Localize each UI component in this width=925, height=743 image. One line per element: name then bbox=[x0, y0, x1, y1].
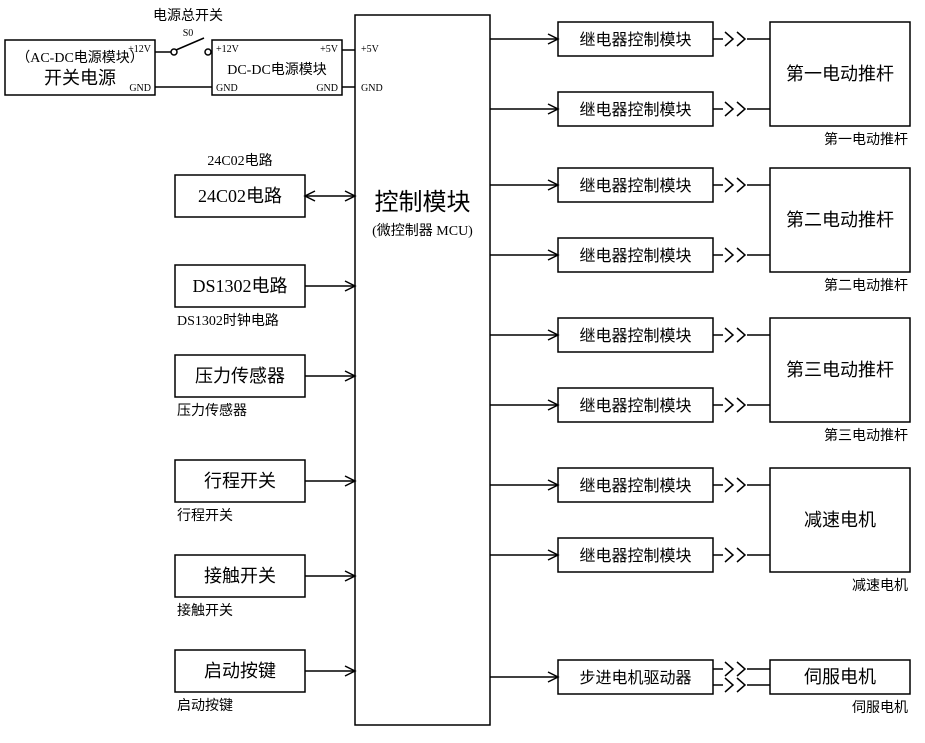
relay-title-0: 继电器控制模块 bbox=[579, 31, 691, 49]
chev-servo-a-1 bbox=[725, 662, 733, 676]
ds1302-title: DS1302电路 bbox=[192, 276, 287, 296]
stepper-title: 步进电机驱动器 bbox=[579, 669, 691, 687]
act3-caption: 第三电动推杆 bbox=[824, 427, 908, 444]
mcu-5v: +5V bbox=[361, 44, 380, 55]
dcdc-gnd: GND bbox=[216, 83, 238, 94]
dcdc-gnd2: GND bbox=[316, 83, 338, 94]
switch-blade bbox=[176, 38, 204, 50]
acdc-gnd: GND bbox=[129, 83, 151, 94]
travel-title: 行程开关 bbox=[204, 471, 276, 491]
dcdc-title: DC-DC电源模块 bbox=[227, 62, 327, 78]
chev-gear-b-1 bbox=[725, 548, 733, 562]
relay-title-5: 继电器控制模块 bbox=[579, 397, 691, 415]
chev-act2-b-2 bbox=[737, 248, 745, 262]
gear-caption: 减速电机 bbox=[852, 578, 908, 594]
switch-term-r bbox=[205, 49, 211, 55]
act2-title: 第二电动推杆 bbox=[786, 210, 894, 230]
chev-act2-b-1 bbox=[725, 248, 733, 262]
power-switch-s0: S0 bbox=[183, 28, 194, 39]
relay-title-6: 继电器控制模块 bbox=[579, 477, 691, 495]
chev-act1-a-2 bbox=[737, 32, 745, 46]
pressure-caption: 压力传感器 bbox=[177, 402, 247, 419]
act2-caption: 第二电动推杆 bbox=[824, 277, 908, 294]
relay-title-3: 继电器控制模块 bbox=[579, 247, 691, 265]
chev-act3-a-2 bbox=[737, 328, 745, 342]
relay-title-7: 继电器控制模块 bbox=[579, 547, 691, 565]
relay-title-4: 继电器控制模块 bbox=[579, 327, 691, 345]
act1-title: 第一电动推杆 bbox=[786, 64, 894, 84]
chev-act2-a-2 bbox=[737, 178, 745, 192]
chev-gear-a-1 bbox=[725, 478, 733, 492]
chev-act3-b-2 bbox=[737, 398, 745, 412]
ds1302-caption: DS1302时钟电路 bbox=[177, 312, 279, 329]
contact-title: 接触开关 bbox=[204, 566, 276, 586]
chev-act3-b-1 bbox=[725, 398, 733, 412]
c24c02-caption: 24C02电路 bbox=[207, 153, 272, 169]
chev-act3-a-1 bbox=[725, 328, 733, 342]
act3-title: 第三电动推杆 bbox=[786, 360, 894, 380]
chev-servo-b-2 bbox=[737, 678, 745, 692]
acdc-line1: （AC-DC电源模块） bbox=[16, 50, 144, 66]
chev-act2-a-1 bbox=[725, 178, 733, 192]
servo-title: 伺服电机 bbox=[804, 667, 876, 687]
dcdc-5v: +5V bbox=[320, 44, 339, 55]
act1-caption: 第一电动推杆 bbox=[824, 131, 908, 148]
contact-caption: 接触开关 bbox=[177, 602, 233, 619]
pressure-title: 压力传感器 bbox=[195, 366, 285, 386]
acdc-line2: 开关电源 bbox=[44, 68, 116, 88]
chev-act1-b-2 bbox=[737, 102, 745, 116]
start-caption: 启动按键 bbox=[177, 698, 233, 714]
chev-act1-b-1 bbox=[725, 102, 733, 116]
chev-servo-a-2 bbox=[737, 662, 745, 676]
c24c02-title: 24C02电路 bbox=[198, 186, 282, 206]
acdc-12v: +12V bbox=[128, 44, 152, 55]
travel-caption: 行程开关 bbox=[177, 508, 233, 524]
relay-title-2: 继电器控制模块 bbox=[579, 177, 691, 195]
gear-title: 减速电机 bbox=[804, 510, 876, 530]
chev-servo-b-1 bbox=[725, 678, 733, 692]
mcu-title: 控制模块 bbox=[375, 189, 471, 216]
dcdc-12v: +12V bbox=[216, 44, 240, 55]
mcu-sub: (微控制器 MCU) bbox=[372, 223, 473, 239]
mcu-gnd: GND bbox=[361, 83, 383, 94]
relay-title-1: 继电器控制模块 bbox=[579, 101, 691, 119]
chev-act1-a-1 bbox=[725, 32, 733, 46]
start-title: 启动按键 bbox=[204, 661, 276, 681]
chev-gear-b-2 bbox=[737, 548, 745, 562]
chev-gear-a-2 bbox=[737, 478, 745, 492]
power-switch-title: 电源总开关 bbox=[153, 8, 223, 24]
mcu-box bbox=[355, 15, 490, 725]
servo-caption: 伺服电机 bbox=[852, 700, 908, 716]
